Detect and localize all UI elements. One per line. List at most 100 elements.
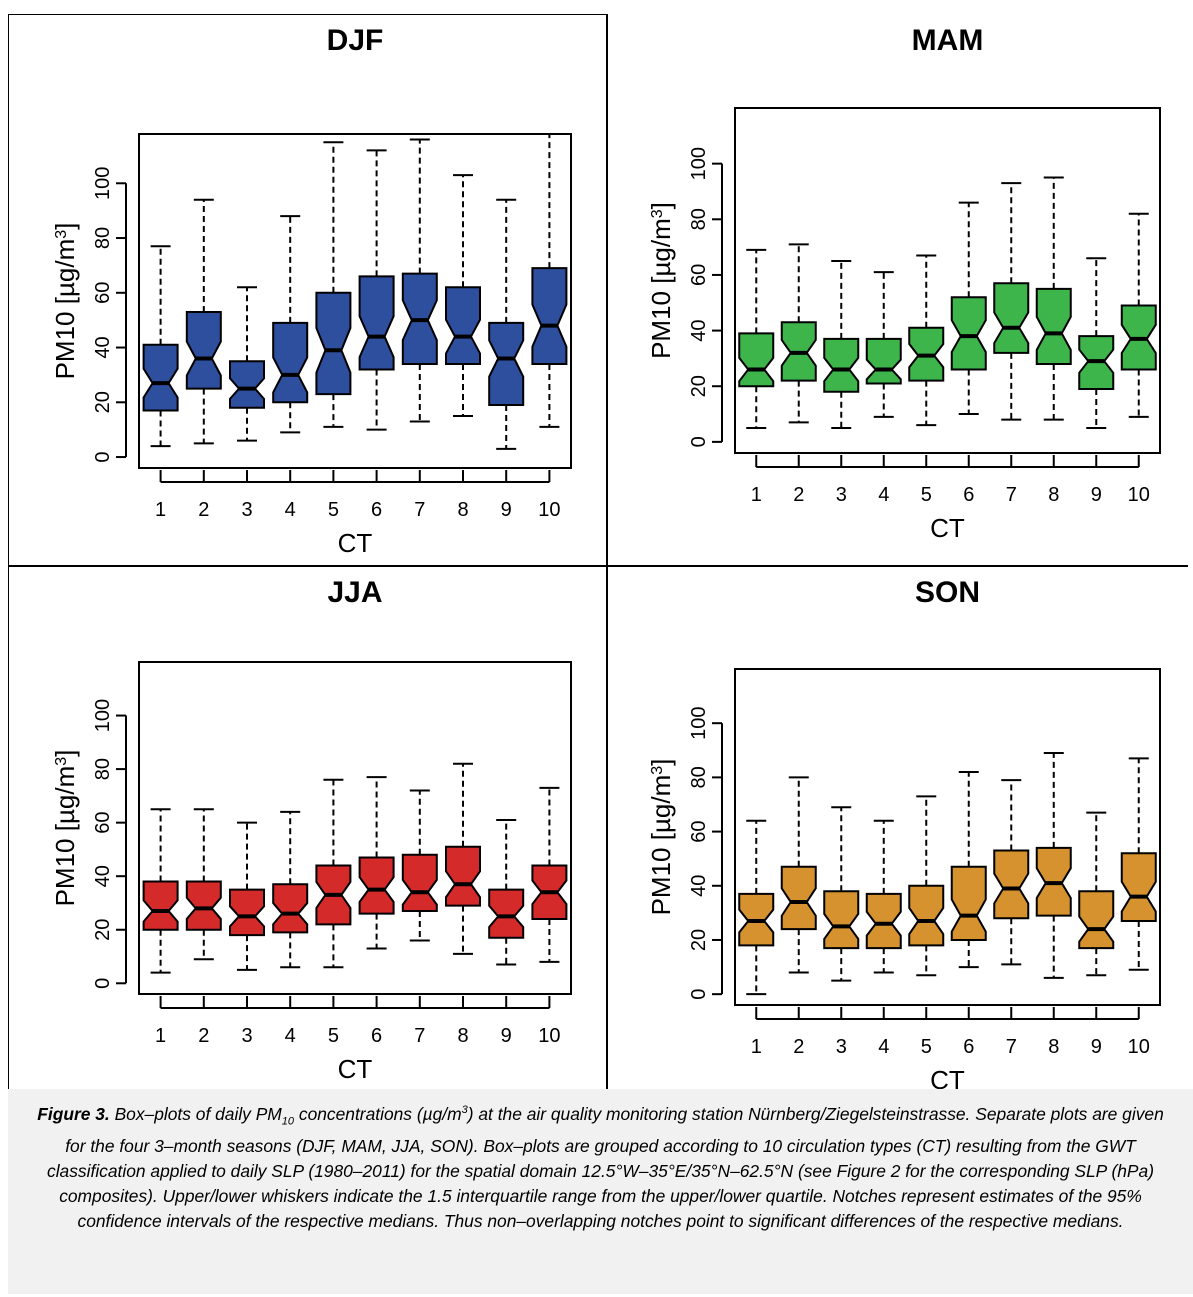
y-axis-label-base: PM10 [µg/m (646, 775, 676, 916)
notched-box (488, 888, 525, 939)
box-ct-8 (1035, 752, 1072, 979)
box-ct-8 (445, 762, 481, 955)
x-tick-label: 2 (793, 1036, 804, 1058)
box-ct-3 (229, 821, 265, 971)
notched-box (358, 856, 395, 915)
notched-box (865, 337, 902, 385)
box-ct-8 (1035, 176, 1072, 421)
box-ct-3 (229, 286, 265, 442)
x-tick-label: 9 (1091, 1036, 1102, 1058)
x-tick-label: 4 (878, 1036, 889, 1058)
y-tick-label: 100 (92, 167, 114, 200)
box-ct-10 (531, 133, 568, 428)
box-ct-1 (142, 808, 179, 974)
notched-box (229, 888, 265, 937)
y-tick-label: 60 (688, 264, 710, 286)
y-axis-label-sup: 3 (53, 230, 70, 239)
x-axis-label: CT (338, 1054, 373, 1084)
notched-box (950, 296, 987, 371)
box-ct-6 (358, 776, 395, 950)
notched-box (993, 849, 1030, 920)
x-tick-label: 10 (1128, 484, 1150, 506)
y-axis-label-base: PM10 [µg/m (646, 218, 676, 359)
plot-frame (734, 668, 1161, 1006)
y-tick-label: 0 (688, 989, 710, 1000)
box-ct-7 (401, 789, 438, 942)
notched-box (142, 343, 179, 412)
x-tick-label: 5 (921, 484, 932, 506)
notched-box (315, 291, 352, 396)
box-ct-5 (315, 778, 352, 969)
box-ct-3 (823, 806, 860, 982)
chart-title: DJF (327, 24, 384, 57)
notched-box (1035, 287, 1072, 365)
x-tick-label: 8 (457, 1025, 468, 1047)
x-tick-label: 2 (198, 1025, 209, 1047)
box-ct-6 (950, 201, 987, 416)
y-tick-label: 80 (92, 227, 114, 249)
x-tick-label: 6 (963, 484, 974, 506)
notched-box (1120, 852, 1157, 922)
x-tick-label: 1 (155, 499, 166, 521)
box-ct-2 (185, 808, 222, 961)
caption-sup: 3 (461, 1104, 468, 1116)
box-ct-1 (738, 248, 775, 429)
box-ct-9 (1078, 257, 1115, 429)
box-ct-7 (401, 138, 438, 423)
box-ct-6 (950, 770, 987, 969)
x-tick-label: 10 (538, 499, 560, 521)
frame-center-divider (606, 14, 608, 1089)
x-tick-label: 5 (328, 499, 339, 521)
caption-text-a: Box–plots of daily PM (109, 1103, 282, 1124)
box-ct-9 (1078, 811, 1115, 977)
x-tick-label: 3 (836, 1036, 847, 1058)
x-tick-label: 4 (285, 1025, 296, 1047)
notched-box (272, 883, 309, 934)
x-tick-label: 7 (414, 1025, 425, 1047)
y-tick-label: 40 (92, 865, 114, 887)
x-tick-label: 9 (1091, 484, 1102, 506)
y-tick-label: 100 (688, 147, 710, 180)
x-tick-label: 3 (836, 484, 847, 506)
box-ct-7 (993, 779, 1030, 966)
x-tick-label: 1 (751, 484, 762, 506)
box-ct-9 (488, 818, 525, 966)
y-tick-label: 80 (92, 758, 114, 780)
chart-title: JJA (327, 576, 382, 609)
y-axis-label-close: ] (50, 223, 80, 230)
chart-title: MAM (912, 24, 984, 57)
y-tick-label: 80 (688, 208, 710, 230)
box-ct-1 (738, 819, 775, 996)
notched-box (488, 321, 525, 407)
chart-title: SON (915, 576, 980, 609)
y-axis-label-sup: 3 (53, 757, 70, 766)
x-tick-label: 3 (241, 1025, 252, 1047)
x-tick-label: 4 (878, 484, 889, 506)
y-tick-label: 40 (688, 875, 710, 897)
panel-son: SON 0 20 40 60 80 100 PM10 [µg/m3] 1 2 3 4 5 6 7 8 9 10 CT (607, 566, 1187, 1095)
x-tick-label: 10 (538, 1025, 560, 1047)
caption-text-c: ) at the air quality monitoring station … (47, 1103, 1164, 1232)
y-tick-label: 60 (688, 820, 710, 842)
box-ct-5 (908, 254, 945, 427)
plot-frame (138, 133, 572, 469)
y-tick-label: 100 (92, 699, 114, 732)
caption-text-b: concentrations (µg/m (294, 1103, 462, 1124)
x-tick-label: 6 (371, 1025, 382, 1047)
y-axis-label-base: PM10 [µg/m (50, 766, 80, 907)
x-axis-label: CT (930, 513, 965, 543)
x-tick-label: 7 (414, 499, 425, 521)
box-ct-10 (531, 786, 568, 963)
y-axis-label-sup: 3 (649, 209, 666, 218)
box-ct-10 (1120, 212, 1157, 418)
box-ct-4 (272, 215, 309, 434)
box-ct-2 (185, 198, 222, 445)
plot-frame (734, 107, 1161, 454)
notched-box (1078, 890, 1115, 950)
frame-row-divider (8, 565, 1188, 567)
panel-mam: MAM 0 20 40 60 80 100 PM10 [µg/m3] 1 2 3 4 5 6 7 8 9 10 CT (607, 14, 1187, 566)
x-tick-label: 3 (241, 499, 252, 521)
x-tick-label: 2 (793, 484, 804, 506)
notched-box (993, 282, 1030, 354)
